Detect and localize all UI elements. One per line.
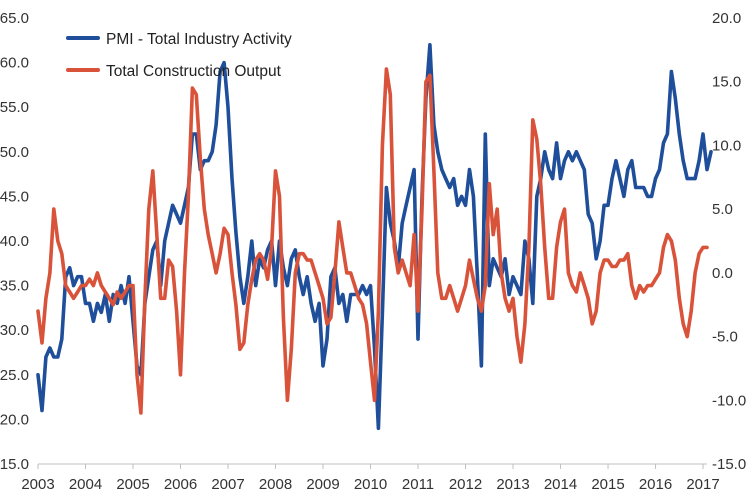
- x-tick-label: 2003: [21, 476, 54, 493]
- left-tick-label: 20.0: [0, 411, 29, 428]
- left-tick-label: 65.0: [0, 10, 29, 27]
- x-tick-label: 2016: [639, 476, 672, 493]
- right-axis-ticks: 20.0 15.0 10.0 5.0 0.0 -5.0 -10.0 -15.0: [712, 10, 746, 473]
- legend-label-construction: Total Construction Output: [106, 63, 282, 80]
- legend-label-pmi: PMI - Total Industry Activity: [106, 31, 292, 48]
- x-tick-label: 2004: [69, 476, 102, 493]
- x-tick-label: 2007: [211, 476, 244, 493]
- left-axis-ticks: 65.0 60.0 55.0 50.0 45.0 40.0 35.0 30.0 25.0 20.0…: [0, 10, 29, 473]
- right-tick-label: 15.0: [712, 74, 741, 91]
- left-tick-label: 30.0: [0, 322, 29, 339]
- x-axis-tickmarks: [37, 464, 704, 469]
- series-line-pmi: [36, 43, 713, 431]
- right-tick-label: -10.0: [712, 392, 746, 409]
- right-tick-label: 10.0: [712, 137, 741, 154]
- x-tick-label: 2011: [402, 476, 434, 493]
- left-tick-label: 35.0: [0, 278, 29, 295]
- series-line-construction: [36, 67, 709, 415]
- series-lines: [36, 43, 713, 431]
- x-axis-ticks: 2003 2004 2005 2006 2007 2008 2009 2010 2011 2012…: [21, 476, 719, 493]
- x-tick-label: 2008: [259, 476, 292, 493]
- x-tick-label: 2013: [496, 476, 529, 493]
- left-tick-label: 60.0: [0, 55, 29, 72]
- left-tick-label: 45.0: [0, 188, 29, 205]
- x-tick-label: 2010: [354, 476, 387, 493]
- x-tick-label: 2015: [591, 476, 624, 493]
- right-tick-label: -5.0: [712, 329, 738, 346]
- left-tick-label: 55.0: [0, 99, 29, 116]
- right-tick-label: 0.0: [712, 265, 733, 282]
- left-tick-label: 15.0: [0, 456, 29, 473]
- x-tick-label: 2009: [306, 476, 339, 493]
- legend: PMI - Total Industry Activity Total Cons…: [66, 31, 292, 80]
- right-tick-label: 20.0: [712, 10, 741, 27]
- left-tick-label: 25.0: [0, 367, 29, 384]
- left-tick-label: 40.0: [0, 233, 29, 250]
- left-tick-label: 50.0: [0, 144, 29, 161]
- right-tick-label: -15.0: [712, 456, 746, 473]
- x-tick-label: 2005: [116, 476, 149, 493]
- x-tick-label: 2017: [686, 476, 719, 493]
- x-tick-label: 2014: [544, 476, 577, 493]
- x-tick-label: 2012: [449, 476, 482, 493]
- right-tick-label: 5.0: [712, 201, 733, 218]
- x-tick-label: 2006: [164, 476, 197, 493]
